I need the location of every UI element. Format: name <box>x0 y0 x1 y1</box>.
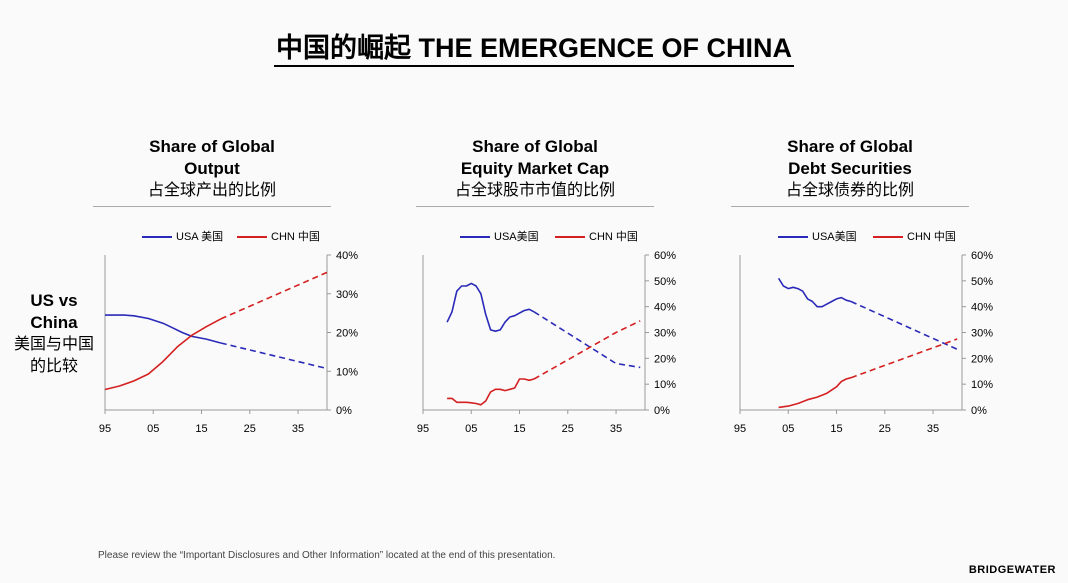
chart-global-output: 0% 10% 20% 30% 40% 95 05 15 25 35 <box>99 250 358 435</box>
usa-projection-line <box>533 311 641 369</box>
y-tick-label: 50% <box>654 276 676 288</box>
legend-chn: CHN 中国 <box>237 228 320 244</box>
y-tick-label: 40% <box>654 302 676 314</box>
side-label-cn-1: 美国与中国 <box>13 336 94 353</box>
legend-chn: CHN 中国 <box>555 228 638 244</box>
usa-projection-line <box>220 342 328 370</box>
x-tick-label: 95 <box>417 423 429 435</box>
legend-usa: USA美国 <box>778 228 857 244</box>
legend-usa: USA 美国 <box>142 228 223 244</box>
panel-title-line1: Share of Global <box>472 137 598 156</box>
chn-series-line <box>778 376 852 409</box>
x-tick-label: 15 <box>195 423 207 435</box>
chart-equity-market-cap: 0% 10% 20% 30% 40% 50% 60% 95 05 15 25 35 <box>417 250 676 435</box>
legend-usa: USA美国 <box>460 228 539 244</box>
y-tick-label: 0% <box>654 405 670 417</box>
y-tick-label: 10% <box>971 379 993 391</box>
panel-title-line2: Output <box>184 159 240 178</box>
disclosure-footer: Please review the “Important Disclosures… <box>98 550 556 561</box>
chn-series-line <box>447 378 535 406</box>
y-tick-label: 60% <box>971 250 993 262</box>
y-tick-label: 0% <box>971 405 987 417</box>
panel-subtitle: 占全球股市市值的比例 <box>416 180 654 207</box>
legend-chn-swatch <box>237 236 267 239</box>
chn-projection-line <box>220 271 328 320</box>
side-label-cn-2: 的比较 <box>29 358 78 375</box>
panel-debt-header: Share of Global Debt Securities 占全球债券的比例 <box>725 136 975 207</box>
y-tick-label: 10% <box>654 379 676 391</box>
panel-title-line1: Share of Global <box>787 137 913 156</box>
x-tick-label: 15 <box>513 423 525 435</box>
side-label-en-2: China <box>30 313 78 332</box>
usa-series-line <box>105 314 222 344</box>
plot-frame <box>104 255 328 411</box>
usa-series-line <box>446 282 535 332</box>
x-tick-label: 95 <box>99 423 111 435</box>
x-tick-label: 35 <box>610 423 622 435</box>
panel-subtitle: 占全球产出的比例 <box>93 180 331 207</box>
x-tick-label: 35 <box>927 423 939 435</box>
page-title: 中国的崛起 THE EMERGENCE OF CHINA <box>0 26 1068 67</box>
panel-title-line2: Debt Securities <box>788 159 912 178</box>
chn-projection-line <box>533 320 641 380</box>
panel-title-line2: Equity Market Cap <box>460 159 610 178</box>
y-tick-label: 0% <box>336 405 352 417</box>
chn-projection-line <box>850 338 958 379</box>
legend-chn-label: CHN 中国 <box>907 231 956 243</box>
chart-debt-securities: 0% 10% 20% 30% 40% 50% 60% 95 05 15 25 35 <box>734 250 993 435</box>
x-tick-label: 25 <box>244 423 256 435</box>
x-tick-label: 25 <box>562 423 574 435</box>
y-tick-label: 30% <box>971 328 993 340</box>
x-tick-label: 95 <box>734 423 746 435</box>
usa-series-line <box>777 277 852 308</box>
legend-usa-swatch <box>142 236 172 239</box>
y-tick-label: 50% <box>971 276 993 288</box>
y-tick-label: 20% <box>336 328 358 340</box>
y-tick-label: 40% <box>971 302 993 314</box>
plot-frame <box>739 255 963 411</box>
legend-chn-label: CHN 中国 <box>271 231 320 243</box>
x-tick-label: 15 <box>830 423 842 435</box>
x-tick-label: 35 <box>292 423 304 435</box>
side-label: US vs China 美国与中国 的比较 <box>0 290 108 378</box>
y-tick-label: 60% <box>654 250 676 262</box>
bridgewater-logo: BRIDGEWATER <box>968 564 1056 576</box>
panel-title-line1: Share of Global <box>149 137 275 156</box>
legend-usa-label: USA美国 <box>494 231 539 243</box>
y-tick-label: 20% <box>654 353 676 365</box>
side-label-en-1: US vs <box>30 291 78 310</box>
page-title-text: 中国的崛起 THE EMERGENCE OF CHINA <box>273 33 795 67</box>
y-tick-label: 30% <box>336 289 358 301</box>
legend-chn-label: CHN 中国 <box>589 231 638 243</box>
legend-usa-swatch <box>778 236 808 239</box>
legend-usa-label: USA 美国 <box>176 231 224 243</box>
chn-series-line <box>104 318 222 391</box>
panel-output-header: Share of Global Output 占全球产出的比例 <box>87 136 337 207</box>
panel-equity-header: Share of Global Equity Market Cap 占全球股市市… <box>410 136 660 207</box>
plot-frame <box>422 255 646 411</box>
legend-chn: CHN 中国 <box>873 228 956 244</box>
legend-usa-swatch <box>460 236 490 239</box>
y-tick-label: 10% <box>336 366 358 378</box>
usa-projection-line <box>850 300 958 351</box>
x-tick-label: 05 <box>465 423 477 435</box>
y-tick-label: 20% <box>971 353 993 365</box>
x-tick-label: 05 <box>147 423 159 435</box>
panel-subtitle: 占全球债券的比例 <box>731 180 969 207</box>
y-tick-label: 40% <box>336 250 358 262</box>
legend-chn-swatch <box>555 236 585 239</box>
x-tick-label: 25 <box>879 423 891 435</box>
legend-chn-swatch <box>873 236 903 239</box>
legend-usa-label: USA美国 <box>812 231 857 243</box>
x-tick-label: 05 <box>782 423 794 435</box>
y-tick-label: 30% <box>654 328 676 340</box>
